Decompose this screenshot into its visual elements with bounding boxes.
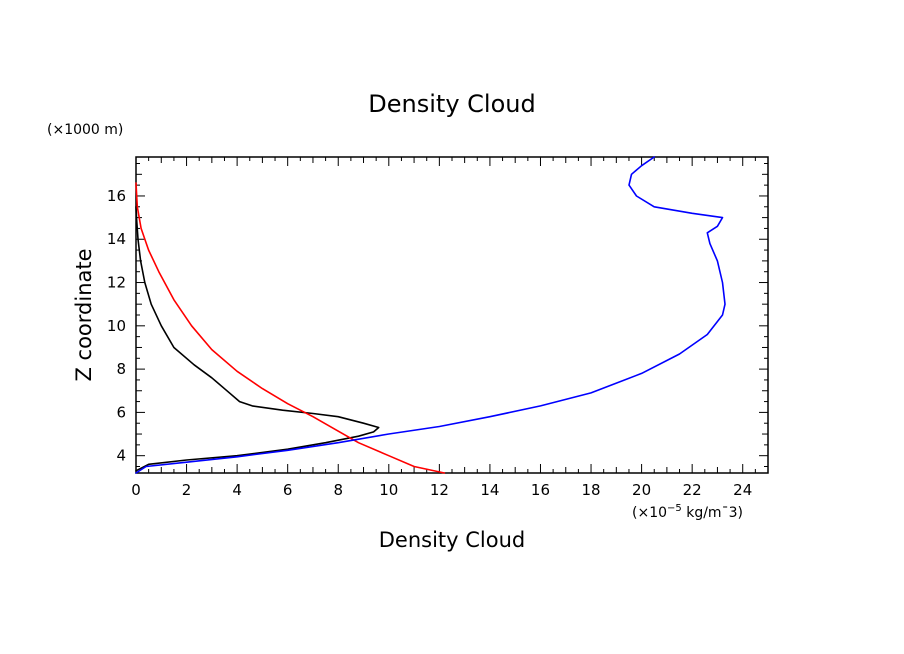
y-tick-label: 4 (116, 447, 126, 465)
y-tick-label: 14 (107, 230, 126, 248)
series-line-2 (135, 182, 446, 474)
x-axis-ticks: 0 2 4 6 8 10 12 14 16 18 20 22 24 (131, 157, 769, 499)
plot-frame (135, 156, 769, 474)
x-tick-label: 18 (581, 481, 600, 499)
x-tick-label: 22 (683, 481, 702, 499)
series-line-3 (135, 156, 726, 474)
x-axis-unit-prefix: (×10 (632, 505, 667, 521)
x-tick-label: 16 (531, 481, 550, 499)
x-tick-label: 8 (333, 481, 343, 499)
y-axis-unit: (×1000 m) (47, 122, 123, 138)
series-line-1 (135, 206, 380, 472)
y-tick-label: 12 (107, 274, 126, 292)
x-tick-label: 2 (182, 481, 192, 499)
chart-title: Density Cloud (368, 90, 535, 118)
x-tick-label: 12 (430, 481, 449, 499)
y-axis-label: Z coordinate (72, 248, 96, 381)
x-tick-label: 24 (733, 481, 752, 499)
x-tick-label: 0 (131, 481, 141, 499)
x-tick-label: 10 (379, 481, 398, 499)
y-tick-label: 8 (116, 360, 126, 378)
series-layer (135, 156, 726, 474)
x-axis-label: Density Cloud (379, 528, 526, 552)
x-tick-label: 4 (232, 481, 242, 499)
x-tick-label: 14 (480, 481, 499, 499)
y-tick-label: 16 (107, 187, 126, 205)
x-tick-label: 6 (283, 481, 293, 499)
x-axis-unit-exponent: −5 (667, 503, 682, 514)
x-axis-unit: (×10−5 kg/m¯3) (632, 503, 743, 521)
x-axis-unit-suffix: kg/m (682, 505, 722, 521)
y-axis-ticks: 4 6 8 10 12 14 16 (107, 162, 768, 468)
x-tick-label: 20 (632, 481, 651, 499)
y-tick-label: 10 (107, 317, 126, 335)
x-axis-unit-tail: ¯3) (722, 505, 743, 521)
y-tick-label: 6 (116, 403, 126, 421)
